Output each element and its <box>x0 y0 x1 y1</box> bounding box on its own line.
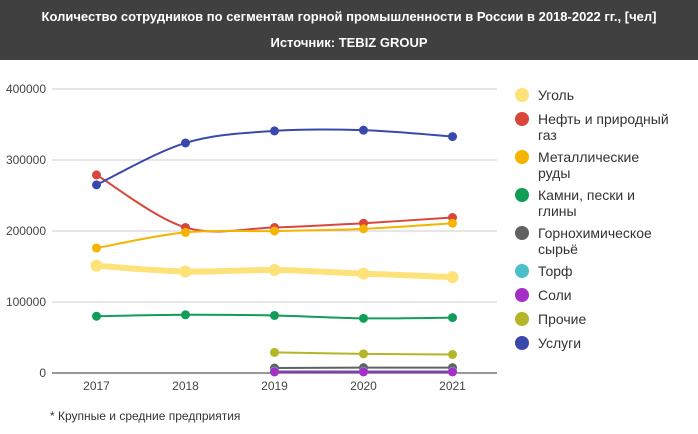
legend-label: Уголь <box>538 87 574 103</box>
x-tick-label: 2019 <box>261 379 288 393</box>
data-point <box>270 126 279 136</box>
data-point <box>446 271 459 284</box>
data-point <box>270 347 279 357</box>
chart-title-banner: Количество сотрудников по сегментам горн… <box>0 0 698 60</box>
data-point <box>92 180 101 190</box>
x-tick-label: 2021 <box>439 379 466 393</box>
data-point <box>448 313 457 323</box>
chart-source: Источник: TEBIZ GROUP <box>270 35 428 50</box>
legend-marker <box>515 226 529 240</box>
legend-marker <box>515 312 529 326</box>
data-point <box>270 367 279 377</box>
data-point <box>92 170 101 180</box>
data-point <box>181 138 190 148</box>
data-point <box>448 218 457 228</box>
y-tick-label: 0 <box>39 366 46 380</box>
legend-marker <box>515 264 529 278</box>
y-tick-label: 100000 <box>6 295 46 309</box>
legend-label: Металлические руды <box>538 149 639 181</box>
line-chart: 0 100000 200000 300000 400000 2017 2018 2019 202… <box>6 82 669 393</box>
series-line <box>95 128 454 186</box>
legend-label: Нефть и природный газ <box>538 111 669 143</box>
data-point <box>357 267 370 280</box>
footnote: * Крупные и средние предприятия <box>50 409 241 423</box>
data-point <box>359 349 368 359</box>
legend-label: Услуги <box>538 335 581 351</box>
legend-label: Прочие <box>538 311 586 327</box>
chart-title: Количество сотрудников по сегментам горн… <box>41 9 657 24</box>
data-point <box>179 265 192 278</box>
data-point <box>270 310 279 320</box>
x-tick-label: 2017 <box>83 379 110 393</box>
legend-marker <box>515 288 529 302</box>
data-point <box>90 259 103 272</box>
data-point <box>448 367 457 377</box>
data-point <box>270 226 279 236</box>
legend-label: Камни, пески и глины <box>538 187 635 219</box>
data-point <box>448 350 457 360</box>
data-point <box>359 367 368 377</box>
y-tick-label: 300000 <box>6 153 46 167</box>
legend-label: Торф <box>538 263 573 279</box>
x-tick-label: 2020 <box>350 379 377 393</box>
data-point <box>181 310 190 320</box>
legend-marker <box>515 336 529 350</box>
y-tick-label: 400000 <box>6 82 46 96</box>
x-tick-label: 2018 <box>172 379 199 393</box>
legend-marker <box>515 150 529 164</box>
legend-marker <box>515 188 529 202</box>
data-point <box>92 243 101 253</box>
legend-marker <box>515 88 529 102</box>
data-point <box>181 227 190 237</box>
legend-marker <box>515 112 529 126</box>
data-point <box>92 311 101 321</box>
y-tick-label: 200000 <box>6 224 46 238</box>
data-point <box>359 125 368 135</box>
data-point <box>268 264 281 277</box>
data-point <box>448 132 457 142</box>
legend-label: Соли <box>538 287 572 303</box>
data-point <box>359 224 368 234</box>
legend-label: Горнохимическое сырьё <box>538 225 652 257</box>
data-point <box>359 313 368 323</box>
